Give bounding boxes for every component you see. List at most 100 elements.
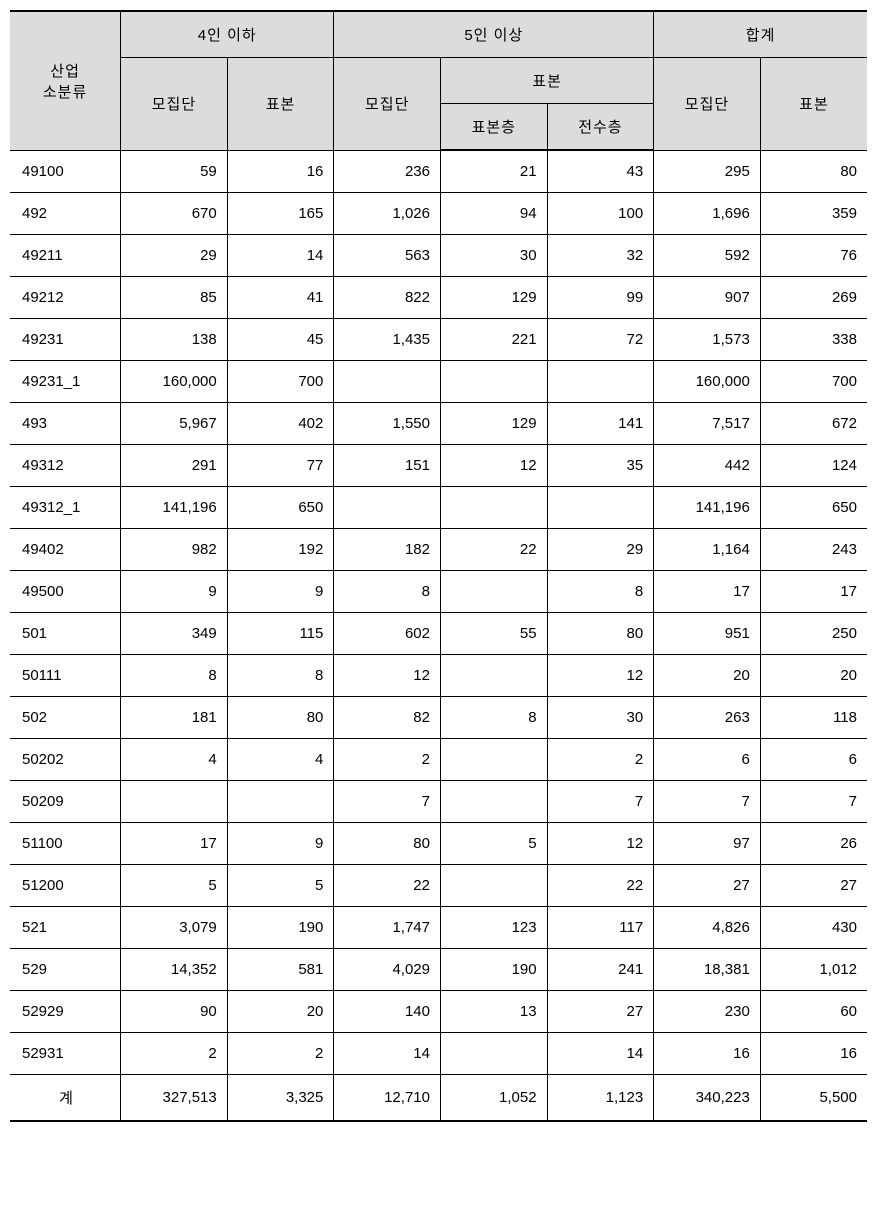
cell-value: 35 (547, 445, 654, 487)
cell-value: 100 (547, 193, 654, 235)
cell-value: 340,223 (654, 1075, 761, 1122)
cell-value: 1,052 (440, 1075, 547, 1122)
cell-value: 221 (440, 319, 547, 361)
cell-value: 672 (760, 403, 867, 445)
cell-value: 9 (121, 571, 228, 613)
cell-value: 60 (760, 991, 867, 1033)
cell-value: 4,029 (334, 949, 441, 991)
cell-code: 49231_1 (10, 361, 121, 403)
cell-value: 182 (334, 529, 441, 571)
cell-value: 129 (440, 403, 547, 445)
table-row: 5021818082830263118 (10, 697, 867, 739)
cell-value: 32 (547, 235, 654, 277)
data-table: 산업 소분류 4인 이하 5인 이상 합계 모집단 표본 모집단 표본 모집단 … (10, 10, 867, 1122)
cell-value (440, 487, 547, 529)
cell-value: 1,026 (334, 193, 441, 235)
cell-value: 99 (547, 277, 654, 319)
cell-value: 2 (334, 739, 441, 781)
cell-code: 49402 (10, 529, 121, 571)
cell-value: 230 (654, 991, 761, 1033)
cell-value: 129 (440, 277, 547, 319)
cell-value: 29 (121, 235, 228, 277)
header-4below-population: 모집단 (121, 58, 228, 151)
cell-value: 700 (227, 361, 334, 403)
cell-value: 6 (654, 739, 761, 781)
table-row: 50202442266 (10, 739, 867, 781)
cell-value: 141 (547, 403, 654, 445)
cell-value: 1,747 (334, 907, 441, 949)
cell-value: 16 (760, 1033, 867, 1075)
header-row-label-line1: 산업 (50, 63, 80, 80)
cell-value: 359 (760, 193, 867, 235)
cell-value: 20 (654, 655, 761, 697)
cell-value: 295 (654, 150, 761, 193)
cell-value (440, 655, 547, 697)
cell-value: 349 (121, 613, 228, 655)
table-row: 4950099881717 (10, 571, 867, 613)
cell-value: 97 (654, 823, 761, 865)
table-row: 502097777 (10, 781, 867, 823)
table-row: 49312_1141,196650141,196650 (10, 487, 867, 529)
cell-value: 29 (547, 529, 654, 571)
cell-value: 241 (547, 949, 654, 991)
cell-value: 14 (547, 1033, 654, 1075)
cell-code: 49312 (10, 445, 121, 487)
cell-value: 123 (440, 907, 547, 949)
cell-value: 181 (121, 697, 228, 739)
cell-value: 1,696 (654, 193, 761, 235)
cell-value: 5 (227, 865, 334, 907)
cell-value: 402 (227, 403, 334, 445)
cell-value: 4 (227, 739, 334, 781)
cell-value: 138 (121, 319, 228, 361)
cell-value: 27 (760, 865, 867, 907)
cell-value: 80 (547, 613, 654, 655)
cell-value: 22 (334, 865, 441, 907)
cell-value: 14 (227, 235, 334, 277)
cell-value: 1,550 (334, 403, 441, 445)
cell-value: 12 (547, 823, 654, 865)
cell-value: 21 (440, 150, 547, 193)
cell-value: 442 (654, 445, 761, 487)
cell-code: 51100 (10, 823, 121, 865)
cell-value: 151 (334, 445, 441, 487)
cell-value: 6 (760, 739, 867, 781)
cell-value: 822 (334, 277, 441, 319)
cell-value: 124 (760, 445, 867, 487)
cell-code: 49312_1 (10, 487, 121, 529)
cell-value: 76 (760, 235, 867, 277)
cell-value: 4 (121, 739, 228, 781)
cell-value (440, 361, 547, 403)
cell-code: 49211 (10, 235, 121, 277)
cell-value: 2 (121, 1033, 228, 1075)
table-row: 512005522222727 (10, 865, 867, 907)
cell-value: 5 (121, 865, 228, 907)
cell-value: 160,000 (654, 361, 761, 403)
cell-value: 243 (760, 529, 867, 571)
cell-code: 49100 (10, 150, 121, 193)
cell-value: 3,079 (121, 907, 228, 949)
cell-value: 115 (227, 613, 334, 655)
cell-value: 17 (760, 571, 867, 613)
cell-value: 2 (547, 739, 654, 781)
cell-value: 8 (440, 697, 547, 739)
table-row: 51100179805129726 (10, 823, 867, 865)
cell-value: 1,164 (654, 529, 761, 571)
cell-value: 14 (334, 1033, 441, 1075)
cell-value: 269 (760, 277, 867, 319)
header-total-population: 모집단 (654, 58, 761, 151)
cell-value: 17 (654, 571, 761, 613)
cell-value: 563 (334, 235, 441, 277)
header-5above-sample: 표본 (440, 58, 653, 104)
cell-value: 22 (547, 865, 654, 907)
header-row-label-line2: 소분류 (43, 84, 87, 101)
cell-value: 85 (121, 277, 228, 319)
cell-value (547, 487, 654, 529)
cell-value: 327,513 (121, 1075, 228, 1122)
header-group-5above: 5인 이상 (334, 11, 654, 58)
header-group-total: 합계 (654, 11, 867, 58)
cell-value: 12 (440, 445, 547, 487)
cell-value: 80 (760, 150, 867, 193)
cell-value: 650 (227, 487, 334, 529)
cell-value: 12 (547, 655, 654, 697)
table-row: 49231138451,435221721,573338 (10, 319, 867, 361)
